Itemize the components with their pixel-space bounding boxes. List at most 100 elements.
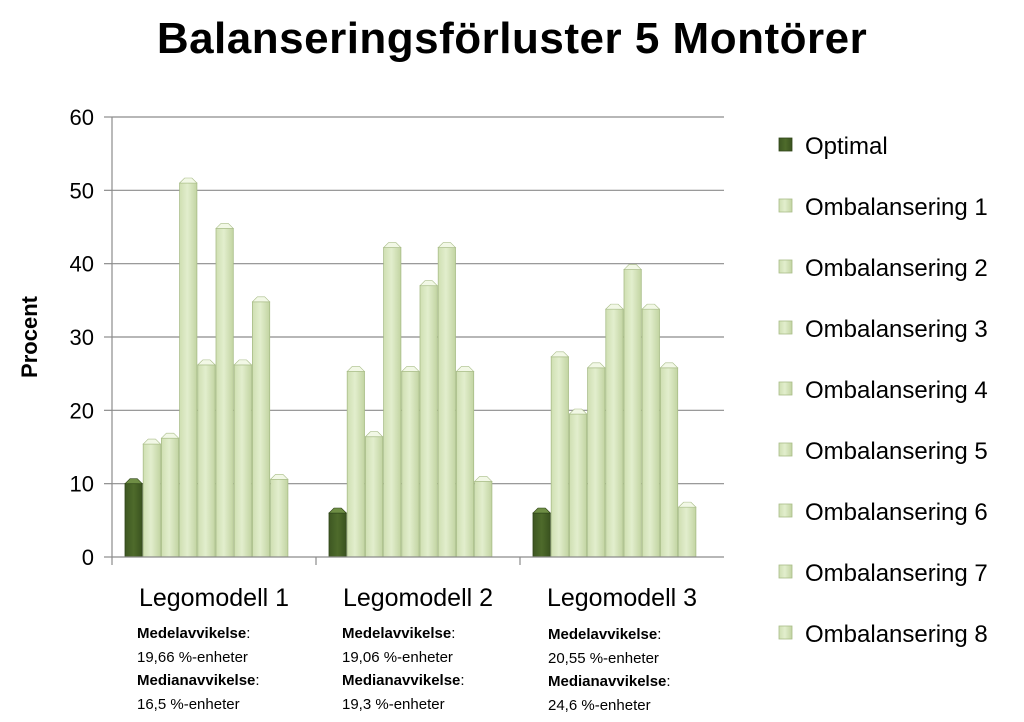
median-label: Medianavvikelse	[342, 672, 461, 689]
bar-top	[124, 478, 144, 484]
mean-value: 20,55 %-enheter	[548, 649, 659, 667]
axes: 0 10 20 30 40 50 60 Procent Legomodell 1 Legomode…	[17, 105, 724, 612]
stats-legomodell-1: Medelavvikelse: 19,66 %-enheter Medianav…	[137, 622, 260, 716]
bar-ombalansering-4	[401, 371, 420, 558]
median-label: Medianavvikelse	[548, 673, 667, 690]
bar-top	[473, 476, 493, 482]
bar-top	[623, 264, 643, 270]
legend-label: Ombalansering 3	[805, 316, 988, 343]
bar-ombalansering-8	[678, 506, 697, 558]
bar-ombalansering-7	[251, 301, 271, 558]
bar-ombalansering-3	[179, 182, 198, 558]
bar-ombalansering-3	[383, 247, 402, 558]
bar-ombalansering-5	[419, 285, 438, 558]
bar-ombalansering-4	[197, 364, 216, 558]
bar-top	[568, 408, 588, 415]
legend-label: Ombalansering 7	[805, 560, 988, 587]
x-tick-label: Legomodell 2	[343, 584, 493, 612]
bar-top	[364, 431, 384, 438]
median-value: 16,5 %-enheter	[137, 695, 240, 713]
legend-label: Ombalansering 6	[805, 499, 988, 526]
mean-label: Medelavvikelse	[548, 626, 658, 643]
bar-top	[215, 223, 235, 229]
legend-swatch	[778, 381, 793, 396]
bar-ombalansering-5	[215, 228, 234, 558]
bar-top	[382, 242, 402, 248]
bar-ombalansering-1	[142, 443, 161, 558]
y-tick-label: 60	[70, 105, 94, 130]
bar-ombalansering-5	[623, 269, 642, 558]
bar-ombalansering-4	[605, 308, 624, 558]
bar-ombalansering-2	[160, 437, 180, 558]
median-value: 24,6 %-enheter	[548, 696, 651, 714]
bar-top	[401, 366, 420, 372]
mean-value: 19,66 %-enheter	[137, 648, 248, 666]
bar-top	[160, 432, 180, 439]
median-value: 19,3 %-enheter	[342, 695, 445, 713]
legend: Optimal Ombalansering 1 Ombalansering 2 Omb…	[778, 133, 988, 648]
bar-optimal	[124, 483, 143, 558]
legend-swatch	[778, 198, 793, 213]
x-tick-label: Legomodell 1	[139, 584, 289, 612]
bar-top	[346, 366, 366, 372]
legend-label: Optimal	[805, 133, 888, 160]
bar-top	[659, 362, 679, 369]
y-tick-label: 30	[70, 325, 94, 350]
legend-swatch	[778, 320, 793, 335]
bar-top	[586, 362, 606, 369]
bar-top	[142, 438, 162, 445]
bar-top	[455, 366, 475, 372]
bar-ombalansering-7	[455, 371, 475, 558]
bar-top	[269, 473, 289, 480]
bar-ombalansering-2	[364, 436, 384, 558]
median-label: Medianavvikelse	[137, 672, 256, 689]
legend-swatch	[778, 503, 793, 518]
legend-swatch	[778, 625, 793, 640]
y-tick-label: 20	[70, 398, 94, 423]
y-tick-label: 10	[70, 472, 94, 497]
mean-label: Medelavvikelse	[342, 625, 452, 642]
bar-top	[677, 501, 697, 508]
bar-ombalansering-7	[660, 367, 679, 558]
bar-top	[532, 507, 552, 514]
bar-top	[178, 177, 198, 184]
y-tick-label: 0	[82, 545, 94, 570]
bar-top	[233, 359, 253, 366]
bar-top	[328, 507, 348, 514]
bar-optimal	[532, 512, 551, 558]
bar-ombalansering-6	[233, 364, 252, 558]
bar-top	[641, 303, 661, 310]
bar-ombalansering-8	[270, 478, 289, 558]
mean-label: Medelavvikelse	[137, 625, 247, 642]
bar-ombalansering-6	[641, 308, 660, 558]
legend-swatch	[778, 442, 793, 457]
legend-label: Ombalansering 8	[805, 621, 988, 648]
bar-top	[437, 242, 457, 248]
legend-swatch	[778, 137, 793, 152]
legend-label: Ombalansering 2	[805, 255, 988, 282]
mean-value: 19,06 %-enheter	[342, 648, 453, 666]
bar-ombalansering-2	[569, 413, 588, 558]
y-tick-label: 40	[70, 252, 94, 277]
y-tick-label: 50	[70, 178, 94, 203]
legend-label: Ombalansering 1	[805, 194, 988, 221]
stats-legomodell-2: Medelavvikelse: 19,06 %-enheter Medianav…	[342, 622, 465, 716]
legend-swatch	[778, 259, 793, 274]
y-axis-label: Procent	[17, 295, 42, 378]
bar-top	[251, 296, 271, 303]
bar-top	[419, 280, 439, 286]
bar-top	[605, 303, 624, 310]
bar-top	[550, 351, 570, 358]
bar-ombalansering-8	[474, 481, 493, 558]
stats-legomodell-3: Medelavvikelse: 20,55 %-enheter Medianav…	[548, 623, 671, 717]
legend-swatch	[778, 564, 793, 579]
legend-label: Ombalansering 4	[805, 377, 988, 404]
chart-title: Balanseringsförluster 5 Montörer	[156, 14, 868, 63]
bar-optimal	[328, 512, 347, 558]
bars	[124, 177, 697, 558]
bar-ombalansering-1	[346, 371, 365, 558]
bar-ombalansering-6	[437, 247, 456, 558]
bar-ombalansering-1	[550, 356, 569, 558]
bar-top	[197, 359, 216, 366]
